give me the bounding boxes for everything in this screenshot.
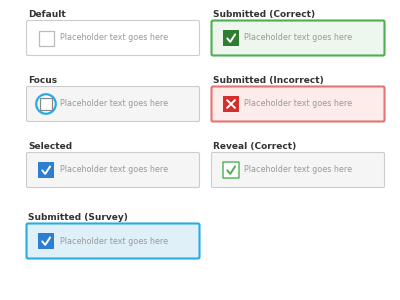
- Text: Placeholder text goes here: Placeholder text goes here: [60, 100, 168, 109]
- Text: Placeholder text goes here: Placeholder text goes here: [60, 166, 168, 175]
- Text: Placeholder text goes here: Placeholder text goes here: [60, 34, 168, 43]
- FancyBboxPatch shape: [26, 224, 200, 259]
- Circle shape: [35, 93, 57, 115]
- Text: Placeholder text goes here: Placeholder text goes here: [60, 236, 168, 245]
- FancyBboxPatch shape: [223, 96, 239, 112]
- Text: Submitted (Correct): Submitted (Correct): [213, 10, 315, 19]
- Text: Submitted (Survey): Submitted (Survey): [28, 213, 128, 222]
- FancyBboxPatch shape: [212, 20, 384, 56]
- Text: Placeholder text goes here: Placeholder text goes here: [244, 100, 353, 109]
- FancyBboxPatch shape: [38, 162, 54, 178]
- Text: Default: Default: [28, 10, 66, 19]
- FancyBboxPatch shape: [26, 86, 200, 122]
- FancyBboxPatch shape: [223, 162, 239, 178]
- Text: Selected: Selected: [28, 142, 72, 151]
- Text: Submitted (Incorrect): Submitted (Incorrect): [213, 76, 324, 85]
- FancyBboxPatch shape: [223, 30, 239, 46]
- Text: Reveal (Correct): Reveal (Correct): [213, 142, 296, 151]
- Text: Focus: Focus: [28, 76, 57, 85]
- FancyBboxPatch shape: [38, 31, 54, 46]
- Text: Placeholder text goes here: Placeholder text goes here: [244, 34, 353, 43]
- FancyBboxPatch shape: [212, 152, 384, 188]
- FancyBboxPatch shape: [26, 152, 200, 188]
- FancyBboxPatch shape: [38, 233, 54, 249]
- FancyBboxPatch shape: [26, 20, 200, 56]
- Text: Placeholder text goes here: Placeholder text goes here: [244, 166, 353, 175]
- Circle shape: [37, 95, 55, 112]
- FancyBboxPatch shape: [212, 86, 384, 122]
- FancyBboxPatch shape: [40, 98, 52, 110]
